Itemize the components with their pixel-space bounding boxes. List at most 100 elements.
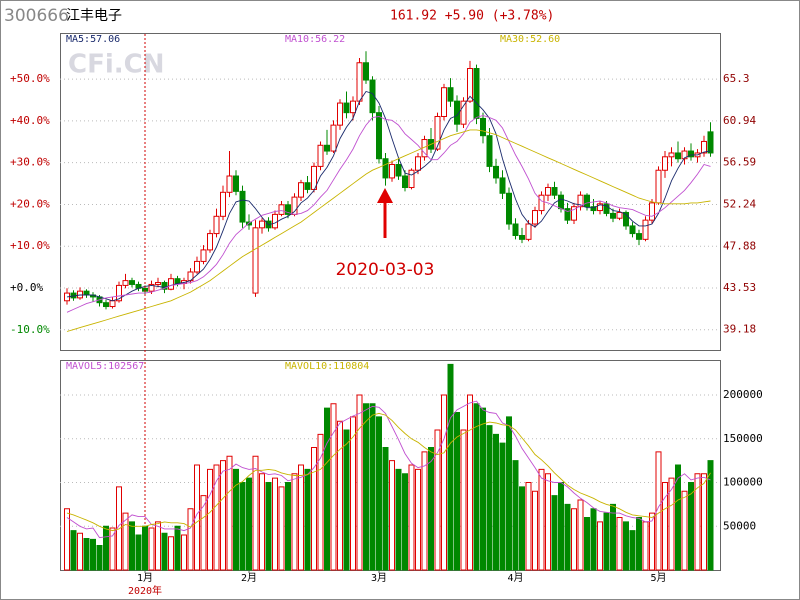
volume-bar — [239, 482, 246, 571]
y-tick-label: 43.53 — [723, 281, 756, 294]
candle-body — [317, 144, 324, 167]
volume-bar — [480, 407, 486, 571]
stock-name: 江丰电子 — [66, 8, 122, 24]
volume-bar — [434, 429, 441, 571]
volume-bar — [662, 482, 668, 571]
candle-body — [558, 194, 564, 210]
y-tick-label: 56.59 — [723, 156, 756, 169]
ma-line — [66, 115, 711, 313]
candle-body — [252, 227, 259, 294]
volume-bar — [376, 416, 382, 571]
volume-bar — [389, 460, 395, 571]
volume-bar — [304, 468, 311, 571]
candle-body — [77, 290, 83, 299]
candle-body — [259, 220, 265, 229]
volume-bar — [291, 473, 298, 571]
y2-tick-label: +30.0% — [10, 156, 50, 169]
volume-bar — [330, 403, 337, 571]
y-tick-label: 50000 — [723, 519, 756, 532]
candle-body — [434, 115, 441, 150]
candle-body — [610, 212, 616, 219]
candle-body — [629, 225, 636, 235]
candle-body — [662, 156, 668, 171]
ma-line — [66, 400, 711, 539]
volume-bar — [350, 416, 356, 571]
candle-body — [577, 194, 584, 208]
volume-bar — [499, 442, 506, 571]
legend-entry: MA10:56.22 — [285, 34, 345, 45]
candle-body — [343, 102, 350, 114]
volume-bar — [324, 407, 330, 571]
candle-body — [668, 152, 675, 158]
candle-body — [285, 204, 291, 215]
candle-body — [623, 211, 629, 227]
volume-bar — [532, 490, 538, 571]
volume-bar — [343, 429, 350, 571]
candle-body — [395, 163, 402, 177]
candle-body — [350, 100, 356, 114]
volume-bar — [161, 532, 168, 571]
volume-bar — [454, 412, 460, 571]
volume-bar — [408, 464, 415, 571]
volume-bar — [558, 482, 564, 571]
candle-body — [161, 282, 168, 290]
candle-body — [603, 203, 610, 214]
volume-bar — [337, 420, 343, 571]
candle-body — [597, 203, 603, 212]
volume-bar — [551, 495, 558, 571]
candle-body — [278, 204, 285, 215]
candle-body — [415, 156, 421, 171]
volume-bar — [636, 517, 642, 571]
legend-entry: MAVOL10:110804 — [285, 361, 369, 372]
volume-bar — [363, 403, 369, 571]
candle-body — [467, 68, 473, 102]
x-tick-label: 4月 — [507, 572, 523, 584]
candle-body — [408, 169, 415, 189]
volume-bar — [70, 530, 77, 571]
legend-entry: MAVOL5:102567 — [66, 361, 144, 372]
candle-body — [174, 278, 181, 284]
candle-body — [681, 150, 688, 160]
volume-bar — [174, 525, 181, 571]
y-tick-label: 150000 — [723, 432, 763, 445]
volume-bar — [233, 468, 239, 571]
x-tick-label: 1月 — [137, 572, 153, 584]
volume-bar — [681, 490, 688, 571]
volume-bar — [649, 512, 655, 571]
y2-tick-label: -10.0% — [10, 323, 50, 336]
candle-body — [83, 290, 90, 296]
volume-bar — [148, 527, 155, 571]
volume-bar — [694, 473, 701, 571]
candle-body — [363, 62, 369, 81]
annotation: 2020-03-03 — [336, 260, 435, 280]
volume-bar — [577, 499, 584, 571]
volume-bar — [603, 512, 610, 571]
candle-body — [324, 144, 330, 152]
volume-bar — [441, 394, 447, 571]
volume-bar — [168, 536, 174, 571]
candle-body — [525, 223, 532, 240]
candle-body — [473, 68, 480, 119]
volume-bar — [213, 464, 220, 571]
candle-body — [590, 206, 597, 212]
y-tick-label: 52.24 — [723, 197, 756, 210]
volume-bar — [668, 477, 675, 571]
volume-bar — [83, 538, 90, 571]
candle-body — [460, 100, 467, 125]
volume-bar — [486, 425, 493, 571]
y2-tick-label: +10.0% — [10, 239, 50, 252]
candle-body — [148, 283, 155, 292]
candle-body — [447, 87, 454, 102]
candle-body — [441, 87, 447, 117]
volume-bar — [642, 521, 649, 571]
candle-body — [642, 219, 649, 240]
candle-body — [655, 169, 662, 204]
candle-body — [239, 190, 246, 223]
x-tick-label: 3月 — [371, 572, 387, 584]
volume-bar — [109, 527, 116, 571]
volume-bar — [382, 447, 389, 571]
volume-bar — [259, 473, 265, 571]
volume-bar — [135, 534, 142, 571]
volume-bar — [311, 447, 317, 571]
volume-bar — [220, 460, 226, 571]
